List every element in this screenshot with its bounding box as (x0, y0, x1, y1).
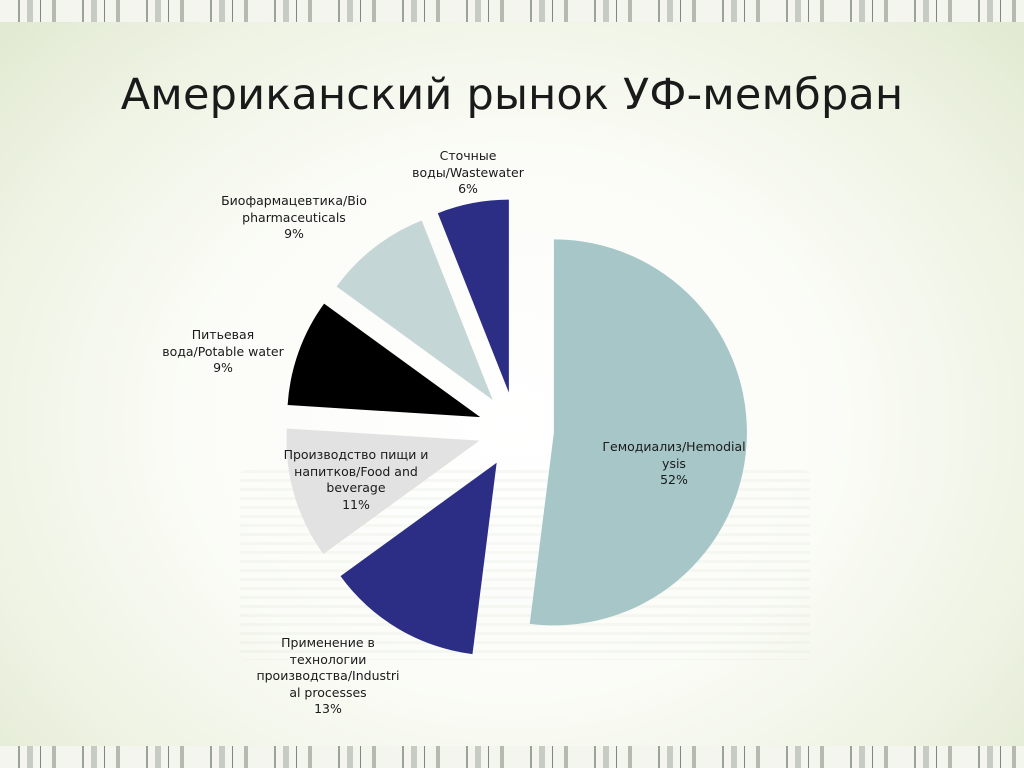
slide-title: Американский рынок УФ-мембран (120, 70, 904, 120)
top-decorative-stripe (0, 0, 1024, 22)
pie-slice-hemodialysis (529, 239, 747, 626)
pie-slice-food-beverage (286, 428, 480, 555)
slice-label-food-beverage: Производство пищи и напитков/Food and be… (283, 447, 429, 512)
pie-slice-industrial-processes (340, 462, 497, 655)
bottom-decorative-stripe (0, 746, 1024, 768)
slice-label-potable-water: Питьевая вода/Potable water 9% (162, 327, 284, 375)
slice-label-hemodialysis: Гемодиализ/Hemodial ysis 52% (602, 439, 746, 487)
pie-slice-potable-water (287, 303, 481, 418)
pie-slice-wastewater (437, 199, 509, 393)
slice-label-wastewater: Сточные воды/Wastewater 6% (412, 148, 524, 196)
slice-label-biopharmaceuticals: Биофармацевтика/Bio pharmaceuticals 9% (221, 193, 367, 241)
slice-label-industrial-processes: Применение в технологии производства/Ind… (256, 635, 400, 716)
pie-slice-biopharmaceuticals (336, 220, 493, 400)
